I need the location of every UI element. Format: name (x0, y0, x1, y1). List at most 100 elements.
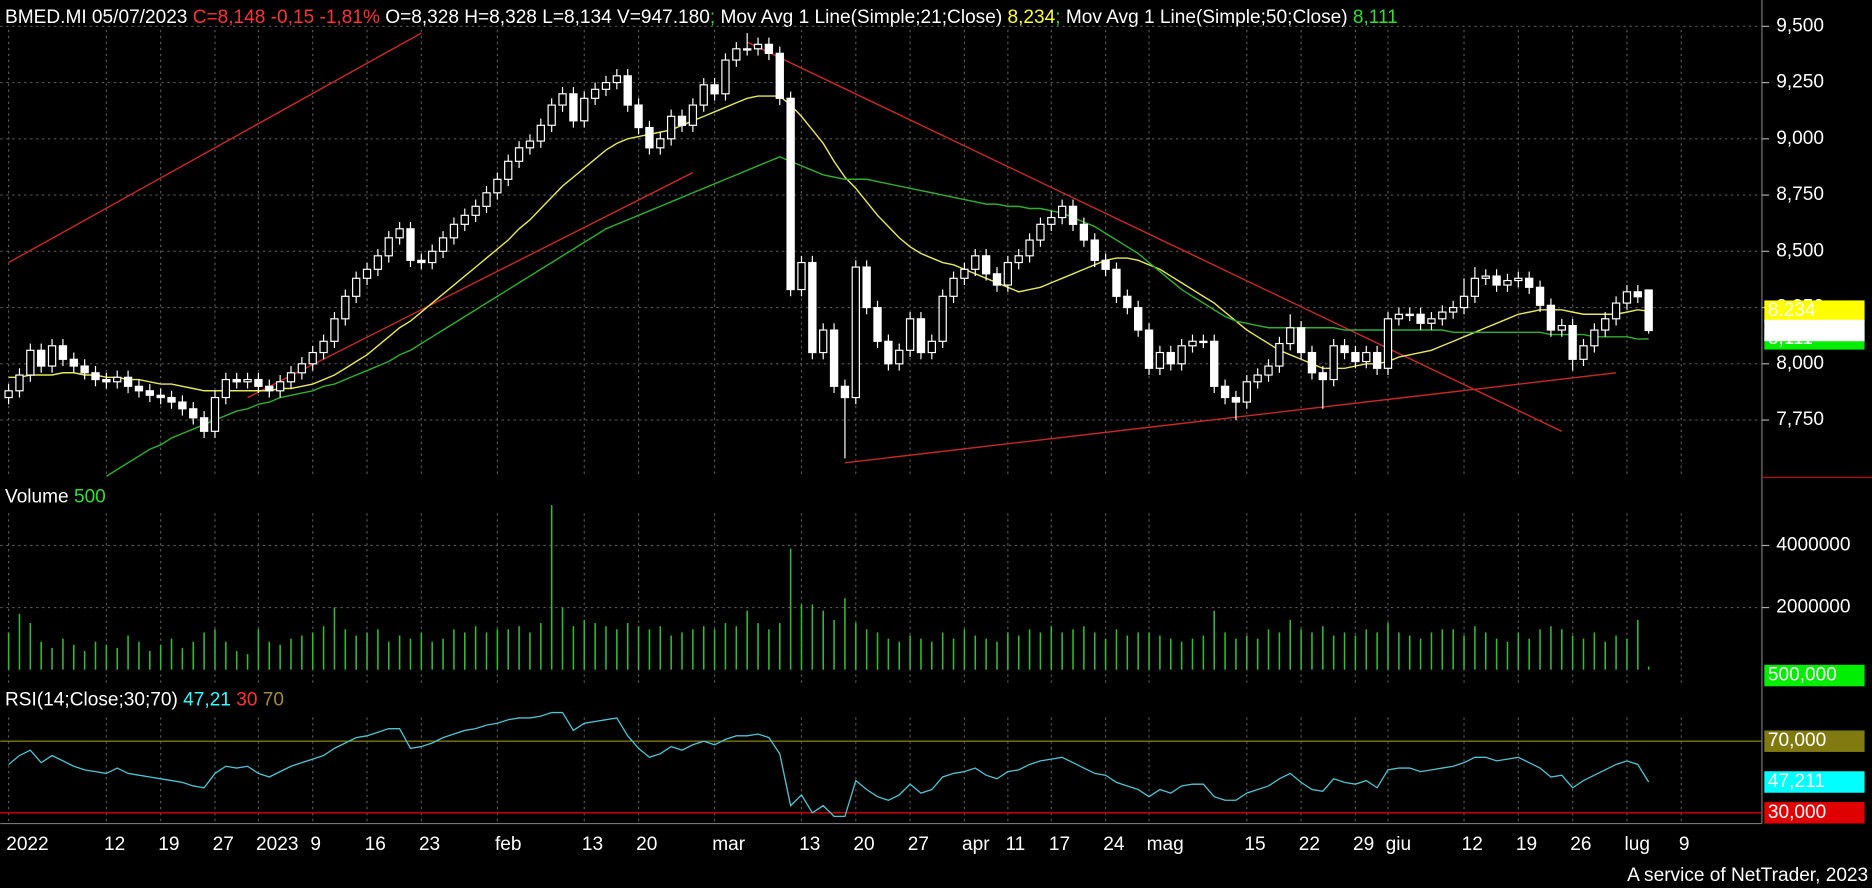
candle-body (1416, 313, 1425, 324)
footer: A service of NetTrader, 2023 (1627, 865, 1868, 886)
candle-body (840, 385, 850, 399)
x-tick-label: lug (1625, 834, 1650, 855)
candle-body (1068, 205, 1078, 225)
candle-body (156, 394, 165, 399)
candle-body (1101, 259, 1110, 270)
x-tick-label: 12 (104, 834, 125, 855)
candle-body (417, 259, 426, 264)
panel-header: RSI(14;Close;30;70) 47,21 30 70 (5, 690, 284, 711)
candle-body (656, 138, 665, 149)
y-tick-label: 9,250 (1776, 72, 1824, 93)
x-tick-label: giu (1386, 834, 1411, 855)
x-tick-label: 19 (158, 834, 179, 855)
candle-body (1231, 396, 1241, 403)
header-segment: 8,234 (1008, 7, 1056, 28)
candle-body (1383, 318, 1393, 369)
candle-body (1590, 329, 1599, 347)
y-tick-label: 2000000 (1776, 597, 1850, 618)
candle-body (1492, 275, 1501, 286)
candle-body (406, 228, 415, 261)
candle-body (1405, 313, 1414, 317)
level-label-box (1764, 730, 1865, 752)
candle-body (1459, 295, 1469, 309)
y-tick-label: 9,500 (1776, 15, 1824, 36)
candle-body (113, 376, 122, 383)
header-segment: ; (710, 7, 715, 28)
candle-body (884, 340, 893, 365)
candle-body (1525, 277, 1534, 288)
candle-body (460, 214, 469, 225)
candle-body (1199, 340, 1208, 344)
candle-body (1264, 365, 1273, 376)
trendline (247, 171, 694, 399)
header-segment: BMED.MI 05/07/2023 (5, 7, 193, 28)
x-tick-label: 2023 (256, 834, 298, 855)
x-tick-label: apr (962, 834, 990, 855)
candle-body (123, 376, 133, 387)
candle-body (927, 340, 936, 354)
candle-body (373, 255, 383, 270)
candle-body (221, 378, 231, 399)
x-tick-label: 20 (853, 834, 874, 855)
candle-body (232, 378, 241, 383)
x-tick-label: 11 (1005, 834, 1025, 855)
candle-body (1307, 351, 1317, 374)
close-label-box (1764, 319, 1865, 342)
x-tick-label: 27 (213, 834, 234, 855)
trendline (844, 372, 1617, 464)
candle-body (1633, 291, 1642, 298)
candle-body (1210, 340, 1219, 387)
candle-body (1601, 318, 1610, 331)
candle-body (1134, 306, 1143, 331)
trendline (8, 32, 422, 264)
candle-body (1123, 295, 1132, 309)
x-tick-label: 12 (1462, 834, 1483, 855)
trendline (746, 41, 1563, 432)
candle-body (1568, 324, 1577, 360)
x-tick-label: 9 (310, 834, 321, 855)
header-segment: 70 (263, 690, 284, 711)
level-label: 70,000 (1768, 730, 1826, 751)
candle-body (1557, 324, 1566, 331)
candle-body (15, 374, 24, 392)
y-tick-label: 8,000 (1776, 353, 1824, 374)
candle-body (1014, 255, 1023, 264)
candle-body (80, 365, 89, 374)
candle-body (1622, 291, 1632, 304)
candle-body (732, 48, 741, 61)
candle-body (938, 295, 947, 342)
candle-body (634, 104, 643, 129)
candle-body (764, 43, 774, 54)
x-tick-label: 27 (908, 834, 929, 855)
x-tick-label: mag (1147, 834, 1184, 855)
candle-body (569, 93, 578, 122)
candle-body (666, 115, 676, 140)
candle-body (428, 250, 437, 264)
x-tick-label: 29 (1353, 834, 1374, 855)
candle-body (873, 306, 882, 342)
candle-body (102, 378, 111, 383)
candle-body (189, 408, 198, 419)
rsi-last-label-box (1764, 771, 1865, 793)
x-tick-label: 2022 (6, 834, 48, 855)
candle-body (286, 372, 296, 383)
candle-body (819, 329, 828, 354)
header-segment: Volume (5, 487, 74, 508)
candle-body (547, 104, 556, 126)
candle-body (1427, 318, 1436, 324)
candle-body (1514, 277, 1523, 282)
candle-body (37, 349, 46, 367)
candle-body (438, 237, 448, 252)
candle-body (1351, 351, 1360, 363)
candle-body (26, 349, 35, 376)
candle-body (743, 48, 752, 51)
candle-body (1644, 289, 1653, 332)
volume-marker-box (1764, 664, 1865, 687)
candle-body (1329, 345, 1338, 381)
last-value-label-box (1764, 300, 1865, 322)
x-tick-label: 24 (1103, 834, 1125, 855)
x-tick-label: 23 (419, 834, 440, 855)
candle-body (851, 266, 860, 399)
y-tick-label: 8,500 (1776, 240, 1824, 261)
